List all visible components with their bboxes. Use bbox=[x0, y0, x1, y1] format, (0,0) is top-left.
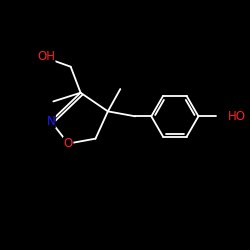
Text: O: O bbox=[64, 137, 73, 150]
Text: OH: OH bbox=[37, 50, 55, 63]
Text: N: N bbox=[46, 115, 55, 128]
Text: HO: HO bbox=[228, 110, 246, 123]
